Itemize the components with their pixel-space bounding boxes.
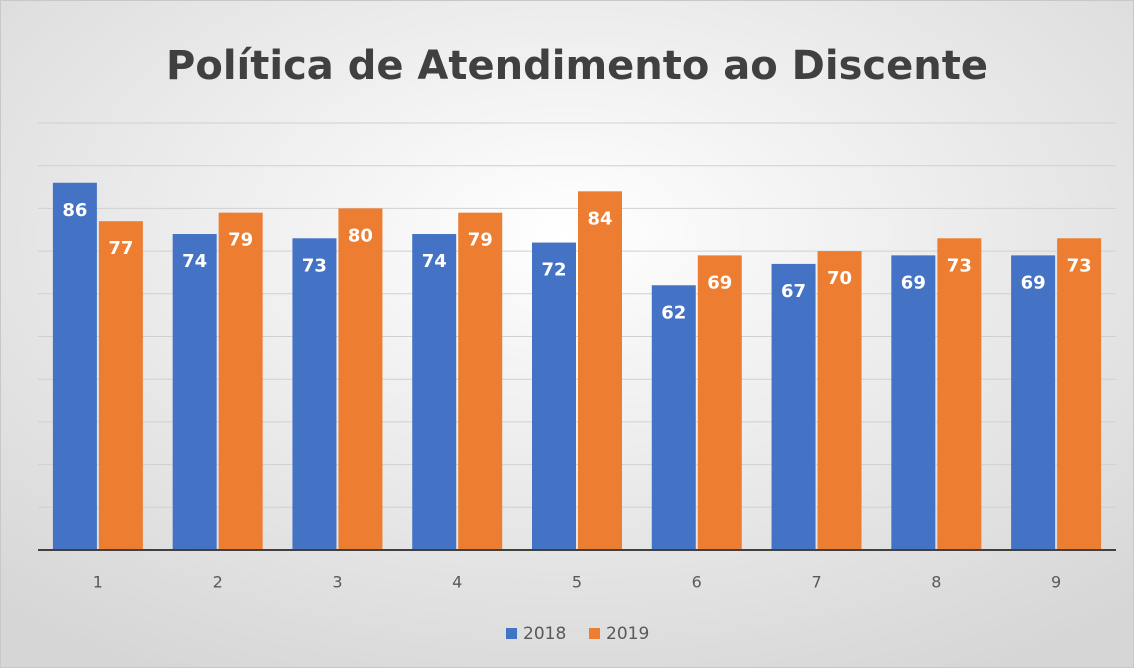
bar <box>412 234 457 550</box>
bar <box>937 238 982 551</box>
bar <box>1011 255 1056 550</box>
bar <box>458 212 503 551</box>
chart-title: Política de Atendimento ao Discente <box>166 43 988 89</box>
legend-swatch <box>589 628 600 639</box>
data-label: 69 <box>901 272 926 293</box>
data-label: 77 <box>108 238 133 259</box>
bar <box>697 255 742 550</box>
data-label: 67 <box>781 281 806 302</box>
data-label: 74 <box>422 251 447 272</box>
x-tick-label: 8 <box>931 573 941 592</box>
x-tick-label: 3 <box>332 573 342 592</box>
bar <box>292 238 337 551</box>
data-label: 79 <box>468 230 493 251</box>
x-tick-label: 4 <box>452 573 462 592</box>
legend-label: 2019 <box>606 624 649 644</box>
bar <box>891 255 936 550</box>
bar <box>578 191 622 550</box>
x-tick-label: 7 <box>811 573 821 592</box>
data-label: 80 <box>348 225 373 246</box>
x-tick-label: 5 <box>572 573 582 592</box>
bar <box>172 234 217 550</box>
bar <box>532 242 576 550</box>
data-label: 69 <box>707 272 732 293</box>
x-tick-label: 6 <box>692 573 702 592</box>
bar <box>771 263 816 550</box>
x-tick-label: 2 <box>213 573 223 592</box>
data-label: 72 <box>541 260 566 281</box>
data-label: 69 <box>1021 272 1046 293</box>
bar <box>52 182 97 550</box>
data-label: 79 <box>228 230 253 251</box>
bar <box>218 212 263 551</box>
bar <box>651 285 696 550</box>
bar <box>338 208 383 550</box>
data-label: 86 <box>62 200 87 221</box>
legend-swatch <box>506 628 517 639</box>
bar <box>817 251 862 550</box>
data-label: 73 <box>302 255 327 276</box>
data-label: 84 <box>587 208 612 229</box>
data-label: 74 <box>182 251 207 272</box>
data-label: 73 <box>1067 255 1092 276</box>
legend-label: 2018 <box>523 624 566 644</box>
data-label: 62 <box>661 302 686 323</box>
bar <box>1057 238 1102 551</box>
bar <box>98 221 143 550</box>
data-label: 70 <box>827 268 852 289</box>
x-tick-label: 1 <box>93 573 103 592</box>
x-tick-label: 9 <box>1051 573 1061 592</box>
data-label: 73 <box>947 255 972 276</box>
